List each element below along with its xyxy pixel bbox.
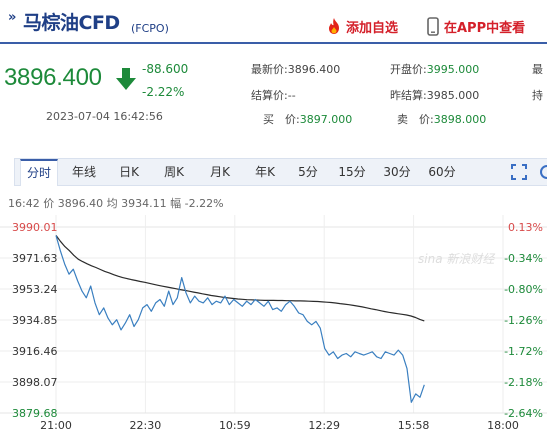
y-tick-left: 3898.07: [12, 376, 58, 389]
x-tick: 21:00: [40, 419, 72, 432]
instrument-title: 马棕油CFD: [23, 12, 120, 34]
tab-yearline[interactable]: 年线: [71, 165, 96, 179]
stat-bid-price: 买 价:3897.000: [263, 113, 353, 126]
phone-icon: [427, 16, 439, 36]
y-tick-left: 3879.68: [12, 407, 58, 420]
tab-60min[interactable]: 60分: [428, 165, 456, 179]
y-tick-right: -1.26%: [504, 314, 543, 327]
chart-info-line: 16:42 价 3896.40 均 3934.11 幅 -2.22%: [8, 197, 224, 210]
intraday-chart[interactable]: sina 新浪财经 3990.01 0.13% 3971.63 -0.34% 3953.…: [0, 215, 547, 435]
stat-prev-settle: 昨结算:3985.000: [390, 89, 480, 102]
chart-period-tabs: 分时 年线 日K 周K 月K 年K 5分 15分 30分 60分: [14, 158, 547, 186]
tab-15min[interactable]: 15分: [338, 165, 366, 179]
price-line: [55, 235, 425, 403]
price-change-percent: -2.22%: [142, 85, 185, 99]
x-tick: 10:59: [219, 419, 251, 432]
y-tick-left: 3990.01: [12, 221, 58, 234]
tab-daily-k[interactable]: 日K: [119, 165, 139, 179]
sina-watermark: sina 新浪财经: [418, 252, 496, 266]
quote-timestamp: 2023-07-04 16:42:56: [46, 110, 163, 123]
x-tick: 12:29: [308, 419, 340, 432]
add-favorite-button[interactable]: 添加自选: [326, 16, 398, 36]
y-tick-left: 3953.24: [12, 283, 58, 296]
tab-5min[interactable]: 5分: [298, 165, 318, 179]
view-in-app-button[interactable]: 在APP中查看: [427, 16, 525, 36]
title-chevron-icon: »: [8, 10, 17, 25]
tab-30min[interactable]: 30分: [383, 165, 411, 179]
add-favorite-label: 添加自选: [346, 20, 399, 36]
y-tick-right: -2.18%: [504, 376, 543, 389]
instrument-code: (FCPO): [131, 22, 169, 35]
y-tick-left: 3971.63: [12, 252, 58, 265]
y-tick-right: -0.80%: [504, 283, 543, 296]
flame-icon: [329, 18, 339, 34]
stat-high-truncated: 最: [532, 63, 543, 76]
y-tick-right: -1.72%: [504, 345, 543, 358]
y-tick-right: -2.64%: [504, 407, 543, 420]
stat-latest-price: 最新价:3896.400: [251, 63, 341, 76]
price-change: -88.600: [142, 62, 189, 76]
x-tick: 22:30: [130, 419, 162, 432]
fullscreen-icon[interactable]: [511, 164, 527, 180]
x-tick: 18:00: [487, 419, 519, 432]
tab-weekly-k[interactable]: 周K: [164, 165, 184, 179]
stat-ask-price: 卖 价:3898.000: [397, 113, 487, 126]
view-in-app-label: 在APP中查看: [444, 20, 526, 36]
down-arrow-icon: [116, 68, 136, 90]
y-tick-right: 0.13%: [508, 221, 543, 234]
tab-yearly-k[interactable]: 年K: [255, 165, 275, 179]
x-tick: 15:58: [398, 419, 430, 432]
page-header: » 马棕油CFD (FCPO) 添加自选 在APP中查看: [0, 0, 547, 44]
y-tick-left: 3934.85: [12, 314, 58, 327]
average-price-line: [55, 235, 425, 322]
tab-intraday[interactable]: 分时: [20, 159, 58, 186]
settings-icon[interactable]: [538, 163, 547, 181]
last-price: 3896.400: [4, 64, 102, 91]
tab-monthly-k[interactable]: 月K: [210, 165, 230, 179]
stat-open-price: 开盘价:3995.000: [390, 63, 480, 76]
stat-holding-truncated: 持: [532, 89, 543, 102]
y-tick-left: 3916.46: [12, 345, 58, 358]
y-tick-right: -0.34%: [504, 252, 543, 265]
stat-settle-price: 结算价:--: [251, 89, 296, 102]
